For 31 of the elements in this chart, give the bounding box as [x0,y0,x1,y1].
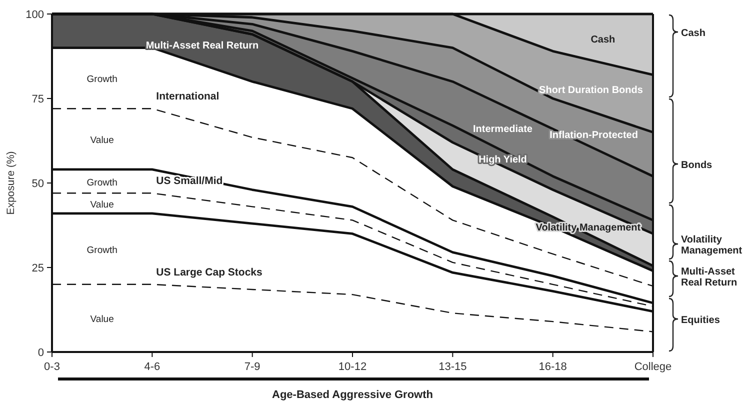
series-label: Growth [86,74,118,86]
series-label: Value [90,314,114,326]
series-label: Cash [590,34,616,46]
x-tick-label: College [634,361,672,373]
y-tick-label: 100 [26,9,44,21]
y-axis-title: Exposure (%) [5,151,17,215]
text: Bonds [681,160,713,171]
text: Multi-Asset Real Return [681,266,738,288]
x-tick-label: 10-12 [338,361,367,373]
series-label: Intermediate [473,124,533,136]
annotation: US Large Cap Stocks [156,266,263,278]
x-tick-label: 0-3 [44,361,60,373]
text: Equities [681,315,720,326]
y-tick-label: 75 [32,94,44,106]
text: Cash [681,28,706,39]
text: Volatility Management [681,234,743,256]
annotation: International [156,90,220,103]
series-label: Multi-Asset Real Return [146,40,259,52]
series-label: Short Duration Bonds [539,85,644,96]
y-tick-label: 0 [38,347,44,359]
x-tick-label: 16-18 [538,361,567,373]
y-tick-label: 50 [32,178,44,190]
series-label: Growth [86,244,118,256]
series-label: Growth [86,177,118,188]
y-tick-label: 25 [32,262,44,274]
x-tick-label: 13-15 [438,361,467,373]
x-axis-title: Age-Based Aggressive Growth [272,389,434,401]
x-tick-label: 4-6 [144,361,160,373]
x-tick-label: 7-9 [244,361,260,373]
series-label: Value [90,199,114,210]
series-label: Value [90,135,114,146]
